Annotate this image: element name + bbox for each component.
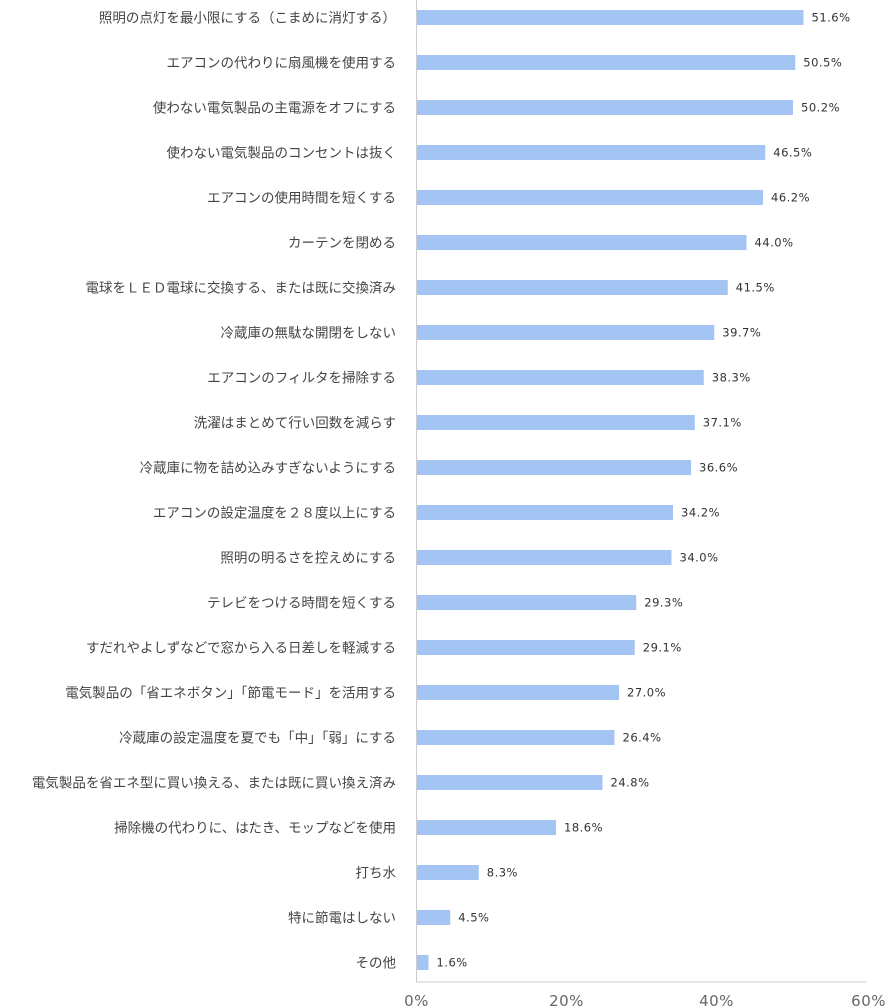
bar-row: 電球をＬＥＤ電球に交換する、または既に交換済み 41.5%	[86, 280, 775, 297]
bar	[416, 595, 637, 610]
category-label: 照明の点灯を最小限にする（こまめに消灯する）	[99, 11, 396, 27]
category-label: 使わない電気製品の主電源をオフにする	[153, 100, 396, 117]
bar-row: 照明の点灯を最小限にする（こまめに消灯する） 51.6%	[99, 10, 851, 27]
category-label: すだれやよしずなどで窓から入る日差しを軽減する	[86, 640, 396, 657]
bar-row: エアコンの使用時間を短くする 46.2%	[207, 190, 810, 207]
bar-row: 打ち水 8.3%	[356, 865, 518, 882]
category-label: 照明の明るさを控えめにする	[220, 551, 396, 567]
value-label: 34.0%	[680, 551, 719, 565]
category-label: 冷蔵庫の設定温度を夏でも「中」「弱」にする	[119, 731, 396, 747]
bar-row: 冷蔵庫に物を詰め込みすぎないようにする 36.6%	[140, 460, 738, 477]
category-label: その他	[356, 956, 397, 972]
x-tick-labels: 0% 20% 40% 60%	[404, 992, 886, 1007]
bar-row: エアコンの設定温度を２８度以上にする 34.2%	[153, 505, 720, 522]
bar	[416, 820, 556, 835]
bar	[416, 730, 615, 745]
x-tick-label: 0%	[404, 992, 429, 1007]
bars-layer: 照明の点灯を最小限にする（こまめに消灯する） 51.6% エアコンの代わりに扇風機を…	[32, 10, 851, 972]
category-label: 冷蔵庫に物を詰め込みすぎないようにする	[140, 461, 396, 477]
value-label: 4.5%	[458, 911, 489, 925]
category-label: エアコンのフィルタを掃除する	[207, 370, 396, 387]
value-label: 50.2%	[801, 101, 840, 115]
category-label: 電気製品を省エネ型に買い換える、または既に買い換え済み	[32, 776, 396, 792]
category-label: テレビをつける時間を短くする	[207, 596, 396, 612]
bar-row: 特に節電はしない 4.5%	[288, 910, 489, 927]
bar-row: カーテンを閉める 44.0%	[288, 235, 794, 252]
category-label: 電球をＬＥＤ電球に交換する、または既に交換済み	[86, 280, 397, 297]
bar	[416, 640, 635, 655]
value-label: 29.1%	[643, 641, 682, 655]
bar-row: 電気製品を省エネ型に買い換える、または既に買い換え済み 24.8%	[32, 775, 650, 792]
bar-row: エアコンのフィルタを掃除する 38.3%	[207, 370, 751, 387]
category-label: 掃除機の代わりに、はたき、モップなどを使用	[114, 820, 396, 837]
category-label: エアコンの設定温度を２８度以上にする	[153, 506, 396, 522]
bar	[416, 100, 793, 115]
value-label: 44.0%	[755, 236, 794, 250]
category-label: 冷蔵庫の無駄な開閉をしない	[221, 326, 397, 342]
bar	[416, 190, 763, 205]
x-tick-label: 20%	[549, 992, 584, 1007]
bar	[416, 370, 704, 385]
x-tick-label: 40%	[699, 992, 734, 1007]
bar	[416, 460, 691, 475]
value-label: 46.5%	[773, 146, 812, 160]
bar	[416, 10, 804, 25]
bar-row: 洗濯はまとめて行い回数を減らす 37.1%	[194, 415, 742, 432]
category-label: エアコンの代わりに扇風機を使用する	[167, 55, 397, 72]
bar	[416, 280, 728, 295]
bar-row: 使わない電気製品の主電源をオフにする 50.2%	[153, 100, 840, 117]
bar-row: エアコンの代わりに扇風機を使用する 50.5%	[167, 55, 842, 72]
value-label: 51.6%	[812, 11, 851, 25]
bar	[416, 550, 672, 565]
axis-layer	[416, 0, 867, 983]
value-label: 34.2%	[681, 506, 720, 520]
value-label: 8.3%	[487, 866, 518, 880]
category-label: 打ち水	[356, 865, 397, 882]
value-label: 36.6%	[699, 461, 738, 475]
value-label: 24.8%	[611, 776, 650, 790]
category-label: 特に節電はしない	[288, 911, 396, 927]
value-label: 50.5%	[803, 56, 842, 70]
value-label: 38.3%	[712, 371, 751, 385]
bar-row: 使わない電気製品のコンセントは抜く 46.5%	[167, 145, 812, 162]
value-label: 37.1%	[703, 416, 742, 430]
bar	[416, 325, 715, 340]
bar	[416, 505, 673, 520]
bar-row: 冷蔵庫の設定温度を夏でも「中」「弱」にする 26.4%	[119, 730, 661, 747]
bar-row: テレビをつける時間を短くする 29.3%	[207, 595, 683, 612]
bar	[416, 235, 747, 250]
value-label: 1.6%	[437, 956, 468, 970]
bar-row: 照明の明るさを控えめにする 34.0%	[220, 550, 718, 567]
value-label: 46.2%	[771, 191, 810, 205]
value-label: 41.5%	[736, 281, 775, 295]
category-label: 使わない電気製品のコンセントは抜く	[167, 145, 397, 162]
value-label: 39.7%	[722, 326, 761, 340]
bar	[416, 685, 619, 700]
bar	[416, 910, 451, 925]
bar	[416, 955, 429, 970]
bar	[416, 775, 603, 790]
x-tick-label: 60%	[851, 992, 886, 1007]
bar-row: 電気製品の「省エネボタン」「節電モード」を活用する 27.0%	[65, 685, 666, 702]
value-label: 29.3%	[644, 596, 683, 610]
bar	[416, 415, 695, 430]
category-label: エアコンの使用時間を短くする	[207, 190, 396, 207]
value-label: 27.0%	[627, 686, 666, 700]
bar	[416, 145, 766, 160]
category-label: 洗濯はまとめて行い回数を減らす	[194, 415, 396, 432]
bar-row: 掃除機の代わりに、はたき、モップなどを使用 18.6%	[114, 820, 603, 837]
category-label: 電気製品の「省エネボタン」「節電モード」を活用する	[65, 686, 396, 702]
bar-row: その他 1.6%	[356, 955, 468, 972]
bar-row: 冷蔵庫の無駄な開閉をしない 39.7%	[221, 325, 761, 342]
category-label: カーテンを閉める	[288, 236, 396, 252]
value-label: 26.4%	[623, 731, 662, 745]
bar	[416, 865, 479, 880]
value-label: 18.6%	[564, 821, 603, 835]
bar	[416, 55, 796, 70]
bar-row: すだれやよしずなどで窓から入る日差しを軽減する 29.1%	[86, 640, 682, 657]
